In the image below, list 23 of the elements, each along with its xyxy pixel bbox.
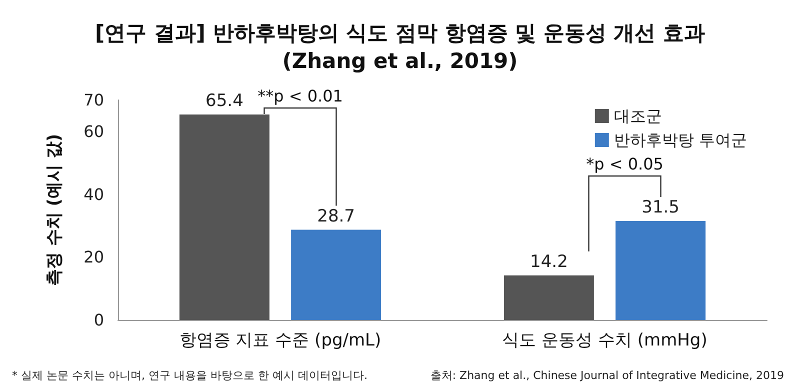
x-tick-label: 식도 운동성 수치 (mmHg) [502, 330, 708, 350]
text: * 실제 논문 수치는 아니며, 연구 내용을 바탕으로 한 예시 데이터입니다. [12, 369, 368, 382]
y-tick-label: 40 [84, 184, 104, 204]
data-label: 31.5 [642, 198, 680, 218]
data-label: 65.4 [206, 90, 244, 111]
annotation: *p < 0.05 [586, 154, 664, 174]
bar [616, 221, 706, 320]
legend-label: 반하후박탕 투여군 [614, 130, 748, 150]
y-tick-label: 60 [84, 122, 104, 141]
x-tick-label: 항염증 지표 수준 (pg/mL) [179, 330, 382, 350]
y-axis-title: 측정 수치 (예시 값) [44, 134, 64, 286]
chart-title: [연구 결과] 반하후박탕의 식도 점막 항염증 및 운동성 개선 효과 (Zhang et al., 2019) [95, 21, 705, 73]
bar [291, 230, 382, 320]
source-note: 출처: Zhang et al., Chinese Journal of Integrative Medicine, 2019 [430, 369, 784, 382]
y-tick-label: 20 [84, 248, 104, 267]
annotation: **p < 0.01 [258, 86, 343, 106]
bar [179, 114, 270, 320]
data-label: 28.7 [317, 206, 355, 226]
bar [504, 275, 594, 320]
y-tick-label: 70 [84, 90, 104, 110]
legend-label: 대조군 [614, 106, 662, 126]
data-label: 14.2 [530, 252, 568, 272]
y-tick-label: 0 [94, 310, 104, 330]
